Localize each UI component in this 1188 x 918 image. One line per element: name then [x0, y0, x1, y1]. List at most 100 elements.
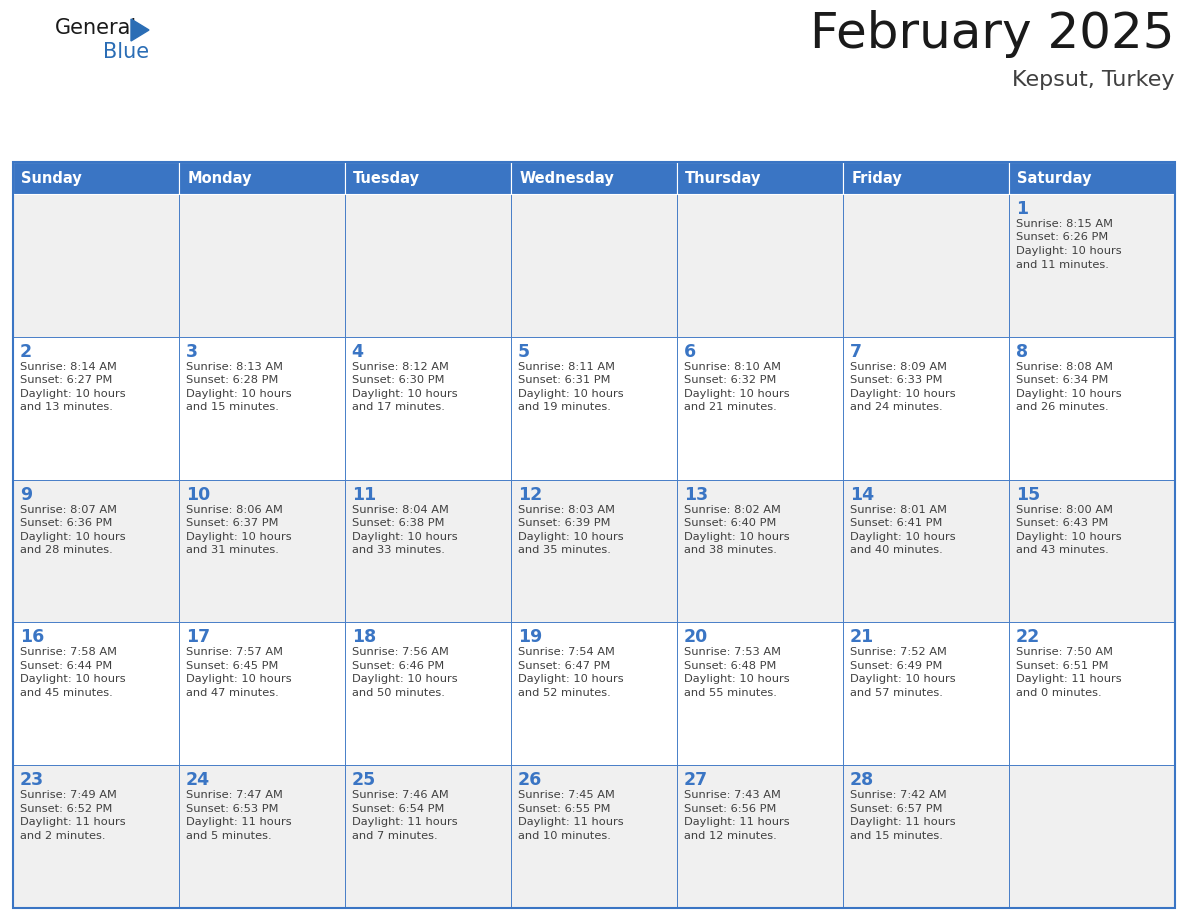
- Bar: [13, 162, 179, 194]
- Text: and 26 minutes.: and 26 minutes.: [1016, 402, 1108, 412]
- Text: 6: 6: [683, 342, 696, 361]
- Text: Daylight: 10 hours: Daylight: 10 hours: [849, 532, 955, 542]
- Text: February 2025: February 2025: [810, 10, 1175, 58]
- Text: Blue: Blue: [103, 42, 150, 62]
- Text: Sunset: 6:28 PM: Sunset: 6:28 PM: [185, 375, 278, 386]
- Bar: [345, 622, 511, 766]
- Text: Sunrise: 8:07 AM: Sunrise: 8:07 AM: [20, 505, 116, 515]
- Text: and 24 minutes.: and 24 minutes.: [849, 402, 942, 412]
- Text: 2: 2: [20, 342, 32, 361]
- Text: 16: 16: [20, 629, 44, 646]
- Text: Kepsut, Turkey: Kepsut, Turkey: [1012, 70, 1175, 90]
- Bar: [843, 479, 1009, 622]
- Text: Sunrise: 8:00 AM: Sunrise: 8:00 AM: [1016, 505, 1113, 515]
- Text: Daylight: 11 hours: Daylight: 11 hours: [518, 817, 624, 827]
- Bar: [179, 337, 345, 479]
- Text: Sunset: 6:47 PM: Sunset: 6:47 PM: [518, 661, 609, 671]
- Text: Sunset: 6:40 PM: Sunset: 6:40 PM: [683, 518, 776, 528]
- Text: Daylight: 10 hours: Daylight: 10 hours: [849, 389, 955, 398]
- Text: Sunset: 6:46 PM: Sunset: 6:46 PM: [352, 661, 444, 671]
- Text: Sunrise: 8:08 AM: Sunrise: 8:08 AM: [1016, 362, 1113, 372]
- Bar: [1009, 194, 1175, 337]
- Text: Daylight: 10 hours: Daylight: 10 hours: [683, 389, 789, 398]
- Text: Daylight: 10 hours: Daylight: 10 hours: [20, 532, 125, 542]
- Bar: [1009, 479, 1175, 622]
- Text: Sunrise: 7:42 AM: Sunrise: 7:42 AM: [849, 790, 947, 800]
- Text: Saturday: Saturday: [1017, 171, 1092, 185]
- Text: 3: 3: [185, 342, 197, 361]
- Text: 8: 8: [1016, 342, 1028, 361]
- Text: 25: 25: [352, 771, 375, 789]
- Text: Sunset: 6:31 PM: Sunset: 6:31 PM: [518, 375, 611, 386]
- Text: Sunrise: 7:49 AM: Sunrise: 7:49 AM: [20, 790, 116, 800]
- Text: and 12 minutes.: and 12 minutes.: [683, 831, 777, 841]
- Text: Sunset: 6:54 PM: Sunset: 6:54 PM: [352, 803, 444, 813]
- Text: Daylight: 11 hours: Daylight: 11 hours: [352, 817, 457, 827]
- Text: Sunset: 6:55 PM: Sunset: 6:55 PM: [518, 803, 611, 813]
- Text: 28: 28: [849, 771, 874, 789]
- Text: Sunset: 6:27 PM: Sunset: 6:27 PM: [20, 375, 112, 386]
- Bar: [345, 766, 511, 908]
- Polygon shape: [131, 19, 148, 41]
- Text: Sunrise: 7:52 AM: Sunrise: 7:52 AM: [849, 647, 947, 657]
- Bar: [511, 479, 677, 622]
- Text: Friday: Friday: [852, 171, 902, 185]
- Text: Sunrise: 8:15 AM: Sunrise: 8:15 AM: [1016, 219, 1113, 229]
- Text: Sunrise: 7:57 AM: Sunrise: 7:57 AM: [185, 647, 283, 657]
- Text: Sunrise: 7:43 AM: Sunrise: 7:43 AM: [683, 790, 781, 800]
- Text: Sunset: 6:53 PM: Sunset: 6:53 PM: [185, 803, 278, 813]
- Text: Sunset: 6:52 PM: Sunset: 6:52 PM: [20, 803, 112, 813]
- Text: 1: 1: [1016, 200, 1028, 218]
- Text: Daylight: 10 hours: Daylight: 10 hours: [518, 389, 624, 398]
- Text: Sunrise: 8:11 AM: Sunrise: 8:11 AM: [518, 362, 614, 372]
- Text: Sunset: 6:44 PM: Sunset: 6:44 PM: [20, 661, 112, 671]
- Text: 14: 14: [849, 486, 873, 504]
- Text: Sunset: 6:39 PM: Sunset: 6:39 PM: [518, 518, 611, 528]
- Text: Daylight: 11 hours: Daylight: 11 hours: [185, 817, 291, 827]
- Text: Daylight: 10 hours: Daylight: 10 hours: [518, 532, 624, 542]
- Bar: [345, 479, 511, 622]
- Text: and 28 minutes.: and 28 minutes.: [20, 545, 113, 555]
- Text: and 2 minutes.: and 2 minutes.: [20, 831, 106, 841]
- Text: Sunrise: 7:50 AM: Sunrise: 7:50 AM: [1016, 647, 1113, 657]
- Text: Sunset: 6:38 PM: Sunset: 6:38 PM: [352, 518, 444, 528]
- Bar: [345, 194, 511, 337]
- Text: Daylight: 10 hours: Daylight: 10 hours: [1016, 389, 1121, 398]
- Bar: [13, 766, 179, 908]
- Bar: [843, 337, 1009, 479]
- Bar: [1009, 766, 1175, 908]
- Text: General: General: [55, 18, 138, 38]
- Bar: [13, 162, 1175, 908]
- Text: Daylight: 10 hours: Daylight: 10 hours: [20, 675, 125, 685]
- Text: and 45 minutes.: and 45 minutes.: [20, 688, 113, 698]
- Text: and 17 minutes.: and 17 minutes.: [352, 402, 444, 412]
- Text: Sunset: 6:33 PM: Sunset: 6:33 PM: [849, 375, 942, 386]
- Bar: [677, 766, 843, 908]
- Text: Daylight: 10 hours: Daylight: 10 hours: [20, 389, 125, 398]
- Text: Sunset: 6:45 PM: Sunset: 6:45 PM: [185, 661, 278, 671]
- Text: Sunrise: 7:47 AM: Sunrise: 7:47 AM: [185, 790, 283, 800]
- Text: Thursday: Thursday: [685, 171, 762, 185]
- Text: Sunrise: 7:45 AM: Sunrise: 7:45 AM: [518, 790, 614, 800]
- Bar: [843, 162, 1009, 194]
- Text: 9: 9: [20, 486, 32, 504]
- Text: 27: 27: [683, 771, 708, 789]
- Text: and 31 minutes.: and 31 minutes.: [185, 545, 278, 555]
- Bar: [511, 766, 677, 908]
- Bar: [179, 622, 345, 766]
- Text: Sunset: 6:51 PM: Sunset: 6:51 PM: [1016, 661, 1108, 671]
- Bar: [511, 622, 677, 766]
- Text: and 15 minutes.: and 15 minutes.: [849, 831, 942, 841]
- Bar: [13, 622, 179, 766]
- Text: and 52 minutes.: and 52 minutes.: [518, 688, 611, 698]
- Text: 26: 26: [518, 771, 542, 789]
- Text: Daylight: 11 hours: Daylight: 11 hours: [683, 817, 789, 827]
- Text: Sunset: 6:41 PM: Sunset: 6:41 PM: [849, 518, 942, 528]
- Text: Daylight: 11 hours: Daylight: 11 hours: [20, 817, 125, 827]
- Text: Daylight: 11 hours: Daylight: 11 hours: [849, 817, 955, 827]
- Text: Sunrise: 8:14 AM: Sunrise: 8:14 AM: [20, 362, 116, 372]
- Text: and 19 minutes.: and 19 minutes.: [518, 402, 611, 412]
- Bar: [677, 162, 843, 194]
- Bar: [179, 766, 345, 908]
- Text: Sunrise: 7:58 AM: Sunrise: 7:58 AM: [20, 647, 116, 657]
